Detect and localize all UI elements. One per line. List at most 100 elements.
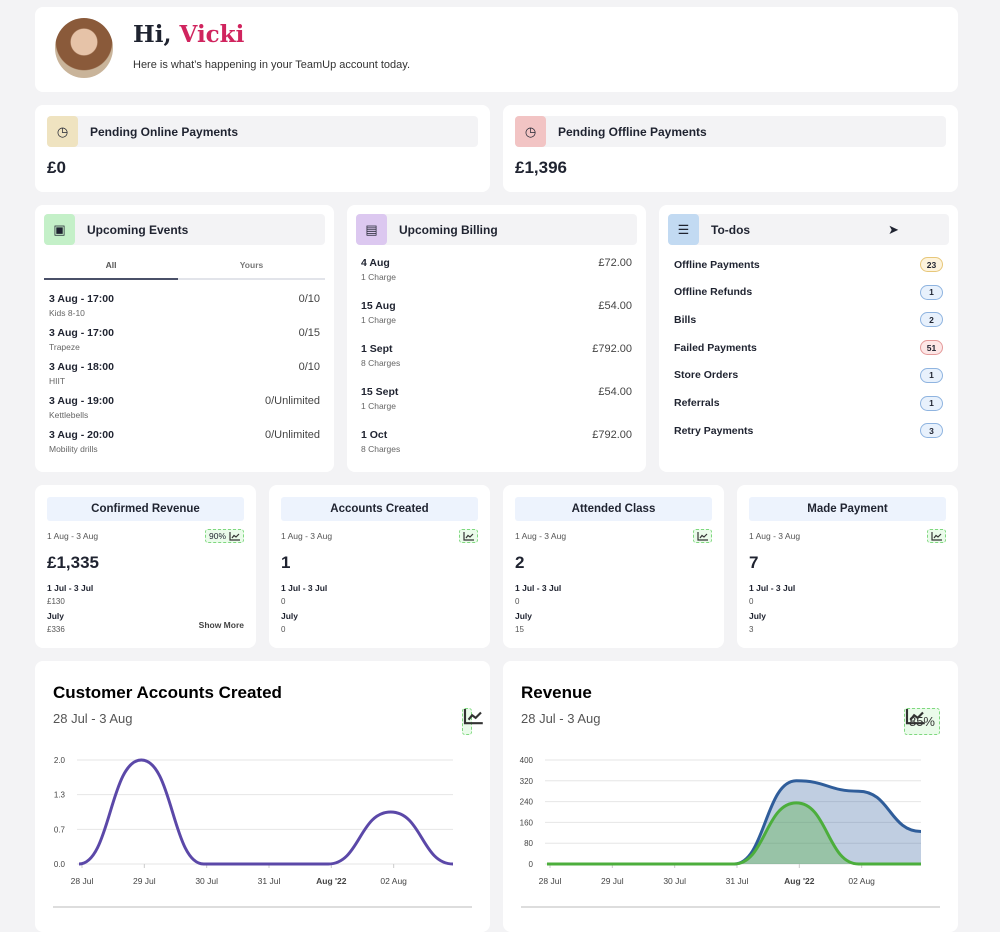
billing-date: 15 Sept	[361, 386, 399, 398]
billing-title: Upcoming Billing	[399, 222, 498, 237]
trend-up-icon	[229, 531, 240, 541]
avatar[interactable]	[55, 18, 113, 78]
billing-item[interactable]: 1 Oct 8 Charges £792.00	[361, 429, 632, 454]
billing-item[interactable]: 4 Aug 1 Charge £72.00	[361, 257, 632, 282]
y-tick-label: 400	[520, 756, 534, 765]
todo-item[interactable]: Referrals 1	[674, 395, 943, 411]
y-tick-label: 160	[520, 818, 534, 827]
event-item[interactable]: 3 Aug - 20:00 Mobility drills 0/Unlimited	[49, 429, 320, 454]
billing-item[interactable]: 15 Aug 1 Charge £54.00	[361, 300, 632, 325]
todo-item[interactable]: Offline Payments 23	[674, 257, 943, 272]
x-tick-label: 02 Aug	[848, 876, 875, 886]
x-tick-label: 02 Aug	[380, 876, 407, 886]
user-name: Vicki	[179, 21, 245, 48]
month-value: £336	[47, 625, 65, 634]
event-name: Kettlebells	[49, 410, 89, 420]
tab-all[interactable]: All	[105, 260, 117, 270]
stat-range: 1 Aug - 3 Aug	[515, 531, 567, 541]
todo-item[interactable]: Bills 2	[674, 312, 943, 328]
prev-range-value: 0	[515, 597, 520, 606]
billing-date: 1 Sept	[361, 343, 393, 355]
x-tick-label: 31 Jul	[726, 876, 749, 886]
stat-card: Accounts Created 1 Aug - 3 Aug 1 1 Jul -…	[269, 485, 490, 648]
stat-value: 7	[749, 553, 759, 572]
show-more-link[interactable]: Show More	[198, 620, 244, 630]
active-tab-indicator	[44, 278, 178, 280]
chart-title: Customer Accounts Created	[53, 683, 282, 702]
trend-button[interactable]	[693, 529, 712, 543]
trend-button[interactable]	[927, 529, 946, 543]
stat-range: 1 Aug - 3 Aug	[47, 531, 99, 541]
billing-item[interactable]: 15 Sept 1 Charge £54.00	[361, 386, 632, 411]
todo-item[interactable]: Retry Payments 3	[674, 423, 943, 439]
events-title: Upcoming Events	[87, 222, 189, 237]
month-value: 15	[515, 625, 524, 634]
todo-item[interactable]: Failed Payments 51	[674, 340, 943, 356]
prev-range-value: 0	[281, 597, 286, 606]
stat-range: 1 Aug - 3 Aug	[281, 531, 333, 541]
billing-amount: £792.00	[592, 429, 632, 441]
stat-title: Attended Class	[515, 497, 712, 521]
events-header: ▣ Upcoming Events	[44, 214, 325, 245]
todo-label: Retry Payments	[674, 424, 754, 437]
todos-card: ☰ To-dos Offline Payments 23 Offline Refun…	[659, 205, 958, 472]
trend-button[interactable]: 90%	[204, 529, 244, 543]
prev-range-label: 1 Jul - 3 Jul	[515, 583, 562, 593]
event-name: Kids 8-10	[49, 308, 85, 318]
event-item[interactable]: 3 Aug - 17:00 Trapeze 0/15	[49, 327, 320, 352]
event-capacity: 0/15	[298, 327, 320, 339]
x-tick-label: Aug '22	[784, 876, 815, 886]
trend-percent: 90%	[208, 531, 226, 541]
event-item[interactable]: 3 Aug - 19:00 Kettlebells 0/Unlimited	[49, 395, 320, 420]
pending-payments-card[interactable]: ◷ Pending Offline Payments £1,396	[503, 105, 958, 192]
event-time: 3 Aug - 17:00	[49, 293, 114, 305]
mouse-cursor: ➤	[888, 222, 899, 237]
billing-charges: 1 Charge	[361, 315, 396, 325]
todo-label: Store Orders	[674, 369, 739, 382]
y-tick-label: 80	[524, 839, 533, 848]
event-item[interactable]: 3 Aug - 17:00 Kids 8-10 0/10	[49, 293, 320, 318]
billing-charges: 8 Charges	[361, 444, 401, 454]
todos-header: ☰ To-dos	[668, 214, 949, 245]
y-tick-label: 0.0	[54, 860, 66, 869]
todo-item[interactable]: Store Orders 1	[674, 367, 943, 383]
greeting-subtitle: Here is what’s happening in your TeamUp …	[133, 59, 410, 71]
todo-item[interactable]: Offline Refunds 1	[674, 284, 943, 300]
event-capacity: 0/Unlimited	[264, 429, 320, 441]
billing-item[interactable]: 1 Sept 8 Charges £792.00	[361, 343, 632, 368]
billing-amount: £54.00	[598, 300, 632, 312]
event-item[interactable]: 3 Aug - 18:00 HIIT 0/10	[49, 361, 320, 386]
trend-button[interactable]	[462, 708, 483, 735]
upcoming-events-card: ▣ Upcoming Events All Yours 3 Aug - 17:0…	[35, 205, 334, 472]
billing-date: 4 Aug	[361, 257, 390, 269]
pending-title: Pending Offline Payments	[558, 124, 707, 139]
event-capacity: 0/Unlimited	[264, 395, 320, 407]
event-time: 3 Aug - 17:00	[49, 327, 114, 339]
series-line	[547, 801, 921, 866]
month-label: July	[281, 611, 299, 621]
billing-amount: £72.00	[598, 257, 632, 269]
x-tick-label: 29 Jul	[601, 876, 624, 886]
greeting-title: Hi, Vicki	[133, 21, 244, 48]
calendar-icon: ▣	[44, 214, 75, 245]
chart-card: Customer Accounts Created 28 Jul - 3 Aug…	[35, 661, 490, 932]
tab-yours[interactable]: Yours	[239, 260, 264, 270]
chart-plot: 0 80 160 240 320 400 28 Jul 29 Jul 30 Jul 31 Jul A…	[520, 756, 922, 886]
todo-label: Failed Payments	[674, 341, 757, 354]
event-time: 3 Aug - 20:00	[49, 429, 114, 441]
x-tick-label: 28 Jul	[539, 876, 562, 886]
trend-button[interactable]	[459, 529, 478, 543]
x-tick-label: 30 Jul	[663, 876, 686, 886]
billing-amount: £792.00	[592, 343, 632, 355]
pending-payments-card[interactable]: ◷ Pending Online Payments £0	[35, 105, 490, 192]
y-tick-label: 2.0	[54, 756, 66, 765]
billing-header: ▤ Upcoming Billing	[356, 214, 637, 245]
trend-button[interactable]: 85%	[903, 708, 940, 735]
x-tick-label: 29 Jul	[133, 876, 156, 886]
y-tick-label: 320	[520, 777, 534, 786]
event-name: Mobility drills	[49, 444, 98, 454]
x-tick-label: 31 Jul	[258, 876, 281, 886]
series-area	[547, 780, 921, 864]
event-time: 3 Aug - 19:00	[49, 395, 114, 407]
stat-range: 1 Aug - 3 Aug	[749, 531, 801, 541]
